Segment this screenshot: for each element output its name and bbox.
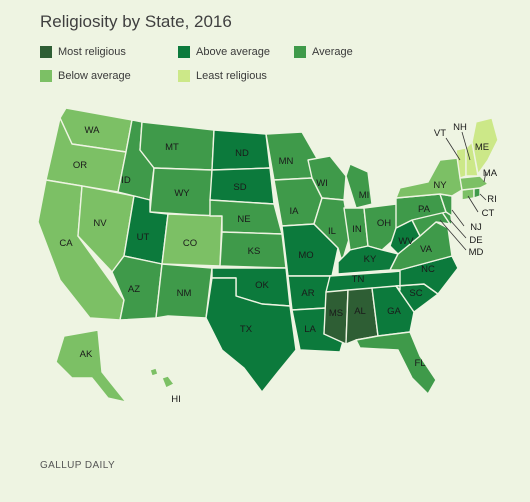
- state-MI: [345, 163, 373, 209]
- label-FL: FL: [414, 358, 425, 369]
- legend-swatch-average: [294, 46, 306, 58]
- state-GA: [371, 285, 415, 337]
- label-NE: NE: [237, 214, 250, 225]
- label-ND: ND: [235, 148, 249, 159]
- map-title: Religiosity by State, 2016: [40, 12, 232, 31]
- label-NV: NV: [93, 218, 107, 229]
- leader-MD: [439, 219, 467, 251]
- label-CO: CO: [183, 238, 197, 249]
- label-AK: AK: [80, 349, 93, 360]
- label-OR: OR: [73, 160, 87, 171]
- label-IL: IL: [328, 226, 336, 237]
- leader-RI: [479, 193, 487, 201]
- label-GA: GA: [387, 306, 401, 317]
- label-WV: WV: [398, 236, 414, 247]
- state-RI: [473, 187, 481, 199]
- label-MI: MI: [359, 190, 370, 201]
- label-NY: NY: [433, 180, 447, 191]
- label-SC: SC: [409, 288, 422, 299]
- label-NH: NH: [453, 122, 467, 133]
- label-CT: CT: [482, 208, 495, 219]
- label-HI: HI: [171, 394, 181, 405]
- legend-label-most: Most religious: [58, 46, 126, 58]
- legend-item-above: Above average: [178, 46, 270, 58]
- label-NM: NM: [177, 288, 192, 299]
- label-DE: DE: [469, 235, 482, 246]
- leader-DE: [449, 219, 467, 239]
- label-PA: PA: [418, 204, 431, 215]
- legend-label-least: Least religious: [196, 70, 267, 82]
- label-VT: VT: [434, 128, 446, 139]
- state-NC: [395, 255, 459, 295]
- label-VA: VA: [420, 244, 433, 255]
- legend-item-below: Below average: [40, 70, 131, 82]
- label-CA: CA: [59, 238, 73, 249]
- legend-item-most: Most religious: [40, 46, 126, 58]
- label-MD: MD: [469, 247, 484, 258]
- state-MO: [281, 223, 339, 277]
- state-NM: [155, 263, 213, 319]
- leader-NJ: [451, 209, 465, 227]
- label-KS: KS: [248, 246, 261, 257]
- legend-label-above: Above average: [196, 46, 270, 58]
- legend-swatch-above: [178, 46, 190, 58]
- state-NH: [465, 141, 479, 177]
- label-NC: NC: [421, 264, 435, 275]
- leader-MA: [483, 171, 487, 183]
- legend-swatch-below: [40, 70, 52, 82]
- leader-VT: [445, 137, 461, 161]
- state-FL: [355, 331, 437, 395]
- state-TX: [205, 277, 297, 393]
- state-IA: [273, 177, 323, 227]
- label-MA: MA: [483, 168, 498, 179]
- label-IA: IA: [290, 206, 300, 217]
- label-MS: MS: [329, 308, 343, 319]
- legend-label-below: Below average: [58, 70, 131, 82]
- label-UT: UT: [137, 232, 150, 243]
- state-ME: [471, 117, 499, 175]
- label-AZ: AZ: [128, 284, 140, 295]
- label-OK: OK: [255, 280, 269, 291]
- label-ID: ID: [121, 175, 131, 186]
- leader-CT: [467, 195, 479, 213]
- label-SD: SD: [233, 182, 246, 193]
- legend-swatch-most: [40, 46, 52, 58]
- label-WY: WY: [174, 188, 190, 199]
- state-NY: [395, 157, 463, 199]
- label-LA: LA: [304, 324, 316, 335]
- label-NJ: NJ: [470, 222, 482, 233]
- leader-NH: [461, 131, 471, 161]
- legend-item-least: Least religious: [178, 70, 267, 82]
- label-ME: ME: [475, 142, 489, 153]
- label-TN: TN: [352, 274, 365, 285]
- label-IN: IN: [352, 224, 362, 235]
- label-WI: WI: [316, 178, 328, 189]
- legend-label-average: Average: [312, 46, 353, 58]
- label-OH: OH: [377, 218, 391, 229]
- label-WA: WA: [85, 125, 101, 136]
- label-MN: MN: [279, 156, 294, 167]
- source-footer: GALLUP DAILY: [40, 460, 116, 471]
- label-AR: AR: [301, 288, 314, 299]
- label-AL: AL: [354, 306, 366, 317]
- label-MT: MT: [165, 142, 179, 153]
- state-AK: [55, 329, 127, 403]
- state-HI: [149, 367, 175, 389]
- legend-swatch-least: [178, 70, 190, 82]
- label-KY: KY: [364, 254, 377, 265]
- label-MO: MO: [298, 250, 313, 261]
- legend-item-average: Average: [294, 46, 353, 58]
- label-RI: RI: [487, 194, 497, 205]
- state-KY: [337, 245, 399, 275]
- label-TX: TX: [240, 324, 253, 335]
